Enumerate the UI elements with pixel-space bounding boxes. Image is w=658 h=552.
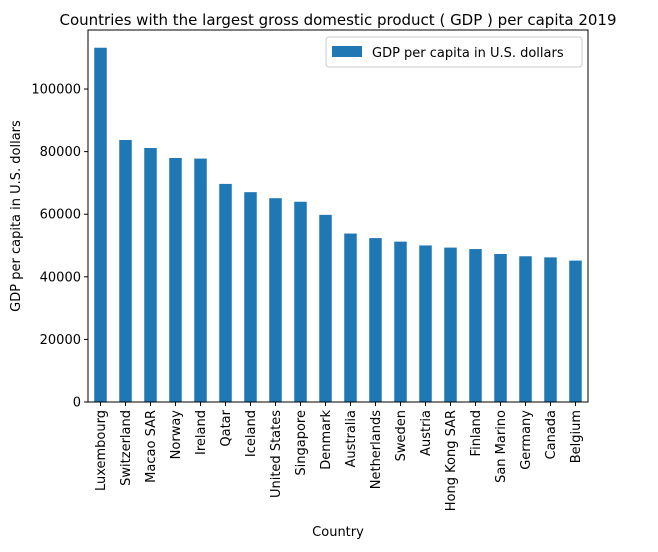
x-tick-label: Macao SAR <box>144 410 159 483</box>
x-tick-label: Germany <box>519 410 534 470</box>
bar-singapore <box>294 201 307 402</box>
bar-austria <box>419 245 432 402</box>
x-tick-label: Austria <box>419 410 434 456</box>
bar-finland <box>469 249 482 402</box>
x-tick-label: Canada <box>544 410 559 459</box>
legend-label: GDP per capita in U.S. dollars <box>372 46 564 61</box>
bar-australia <box>344 233 357 402</box>
x-tick-label: Qatar <box>219 409 234 446</box>
y-tick-label: 40000 <box>40 270 81 285</box>
bar-switzerland <box>119 139 132 403</box>
legend-box <box>325 36 583 68</box>
bar-macao-sar <box>144 148 157 402</box>
x-tick-label: Australia <box>344 410 359 468</box>
bars-layer <box>94 47 582 403</box>
x-tick-label: Norway <box>169 410 184 460</box>
bar-san-marino <box>494 253 507 402</box>
bar-ireland <box>194 158 207 402</box>
bar-iceland <box>244 192 257 402</box>
y-tick-label: 0 <box>73 396 81 411</box>
y-tick-label: 60000 <box>40 208 81 223</box>
legend-swatch <box>332 46 362 57</box>
x-axis: Luxembourg Switzerland Macao SAR Norway Irel… <box>94 402 584 511</box>
x-tick-label: Belgium <box>569 410 584 463</box>
bar-qatar <box>219 183 232 402</box>
x-tick-label: Denmark <box>319 410 334 470</box>
bar-luxembourg <box>94 47 107 402</box>
y-axis: 0 20000 40000 60000 80000 100000 <box>31 83 88 411</box>
bar-norway <box>169 157 182 402</box>
y-axis-title: GDP per capita in U.S. dollars <box>9 120 24 312</box>
bar-hong-kong-sar <box>444 247 457 402</box>
x-tick-label: Hong Kong SAR <box>444 410 459 511</box>
x-tick-label: Ireland <box>194 410 209 455</box>
x-tick-label: Luxembourg <box>94 410 109 491</box>
legend: GDP per capita in U.S. dollars <box>325 36 583 68</box>
x-tick-label: Switzerland <box>119 410 134 486</box>
bar-canada <box>544 257 557 402</box>
bar-denmark <box>319 214 332 402</box>
x-tick-label: San Marino <box>494 410 509 483</box>
bar-sweden <box>394 241 407 402</box>
x-tick-label: Netherlands <box>369 410 384 489</box>
x-tick-label: Sweden <box>394 410 409 461</box>
chart-title: Countries with the largest gross domesti… <box>59 11 616 29</box>
y-tick-label: 80000 <box>40 145 81 160</box>
bar-belgium <box>569 260 582 402</box>
bar-netherlands <box>369 238 382 402</box>
y-tick-label: 100000 <box>31 83 81 98</box>
bar-united-states <box>269 198 282 402</box>
x-tick-label: United States <box>269 410 284 498</box>
x-tick-label: Iceland <box>244 410 259 457</box>
plot-frame <box>87 29 589 403</box>
x-axis-title: Country <box>312 525 364 540</box>
bar-germany <box>519 256 532 402</box>
x-tick-label: Singapore <box>294 410 309 476</box>
y-tick-label: 20000 <box>40 333 81 348</box>
x-tick-label: Finland <box>469 410 484 456</box>
